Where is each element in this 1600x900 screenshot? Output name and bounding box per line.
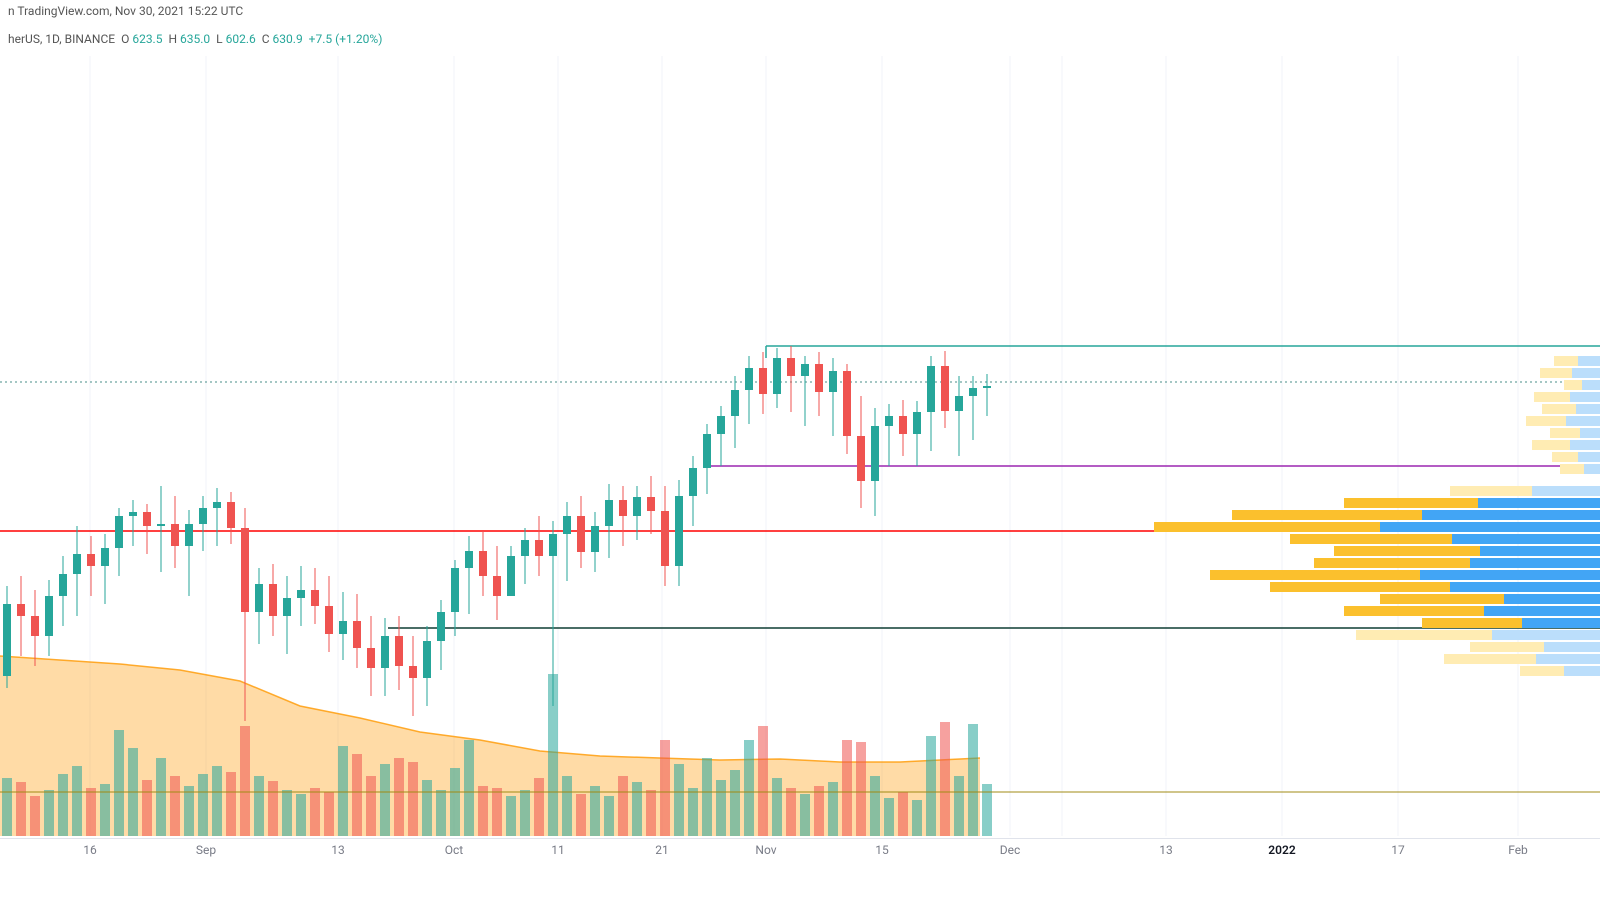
change-value: +7.5 (+1.20%) bbox=[309, 32, 383, 46]
x-axis: 16 Sep 13 Oct 11 21 Nov 15 Dec 13 2022 17 Feb bbox=[0, 838, 1600, 863]
x-tick: Nov bbox=[755, 843, 776, 857]
close-value: 630.9 bbox=[273, 32, 303, 46]
symbol-label: herUS, 1D, BINANCE bbox=[8, 32, 115, 46]
high-value: 635.0 bbox=[180, 32, 210, 46]
source-line: n TradingView.com, Nov 30, 2021 15:22 UT… bbox=[8, 4, 243, 18]
x-tick: 2022 bbox=[1268, 843, 1295, 857]
x-tick: 13 bbox=[1159, 843, 1173, 857]
chart-area[interactable] bbox=[0, 56, 1600, 836]
low-label: L bbox=[216, 32, 222, 46]
x-tick: 15 bbox=[875, 843, 889, 857]
x-tick: 17 bbox=[1391, 843, 1405, 857]
x-tick: 16 bbox=[83, 843, 97, 857]
ohlc-group: O623.5 H635.0 L 602.6 C630.9 +7.5 (+1.20%… bbox=[121, 32, 385, 46]
high-label: H bbox=[168, 32, 177, 46]
low-value: 602.6 bbox=[226, 32, 256, 46]
chart-svg bbox=[0, 56, 1600, 836]
open-value: 623.5 bbox=[132, 32, 162, 46]
symbol-ohlc-line: herUS, 1D, BINANCE O623.5 H635.0 L 602.6 … bbox=[8, 32, 388, 46]
x-tick: 13 bbox=[331, 843, 345, 857]
close-label: C bbox=[262, 32, 270, 46]
x-tick: 11 bbox=[551, 843, 565, 857]
x-tick: 21 bbox=[655, 843, 669, 857]
open-label: O bbox=[121, 32, 129, 46]
x-tick: Feb bbox=[1508, 843, 1528, 857]
x-tick: Oct bbox=[445, 843, 463, 857]
x-tick: Dec bbox=[1000, 843, 1021, 857]
x-tick: Sep bbox=[196, 843, 216, 857]
